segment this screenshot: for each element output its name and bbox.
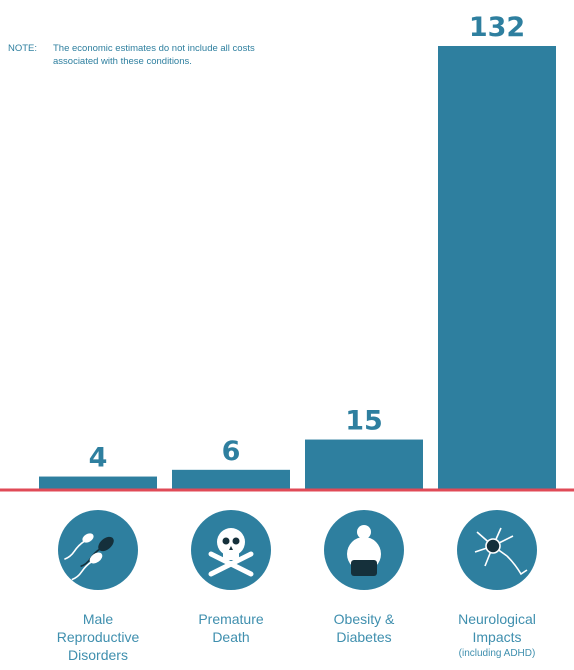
category-label-3-line-2: Diabetes: [336, 629, 391, 645]
category-label-2-line-1: Premature: [198, 611, 264, 627]
value-label-4: 132: [469, 12, 525, 43]
category-label-1-line-2: Reproductive: [57, 629, 140, 645]
skull-crossbones-icon: [191, 510, 271, 590]
category-sublabel-4: (including ADHD): [459, 648, 536, 659]
category-label-2-line-2: Death: [212, 629, 249, 645]
value-label-2: 6: [222, 436, 241, 467]
category-label-1-line-1: Male: [83, 611, 114, 627]
note-text: The economic estimates do not include al…: [53, 43, 255, 67]
value-label-3: 15: [345, 406, 383, 437]
bars-group: [39, 46, 556, 490]
note-prefix: NOTE:: [8, 43, 38, 54]
bar-3: [305, 439, 423, 490]
category-label-1-line-3: Disorders: [68, 647, 128, 663]
bar-4: [438, 46, 556, 490]
category-label-4-line-2: Impacts: [472, 629, 521, 645]
bar-2: [172, 469, 290, 490]
category-label-3-line-1: Obesity &: [334, 611, 395, 627]
category-labels-group: Male Reproductive Disorders Premature Death O…: [57, 611, 536, 663]
obese-person-icon: [324, 510, 404, 590]
bar-1: [39, 476, 157, 490]
value-labels-group: 4 6 15 132: [89, 12, 526, 474]
value-label-1: 4: [89, 443, 108, 474]
category-icons-group: [58, 510, 537, 590]
chart-note: NOTE: The economic estimates do not inclu…: [8, 42, 308, 68]
sperm-icon: [58, 510, 138, 590]
category-label-4-line-1: Neurological: [458, 611, 536, 627]
neuron-icon: [457, 510, 537, 590]
